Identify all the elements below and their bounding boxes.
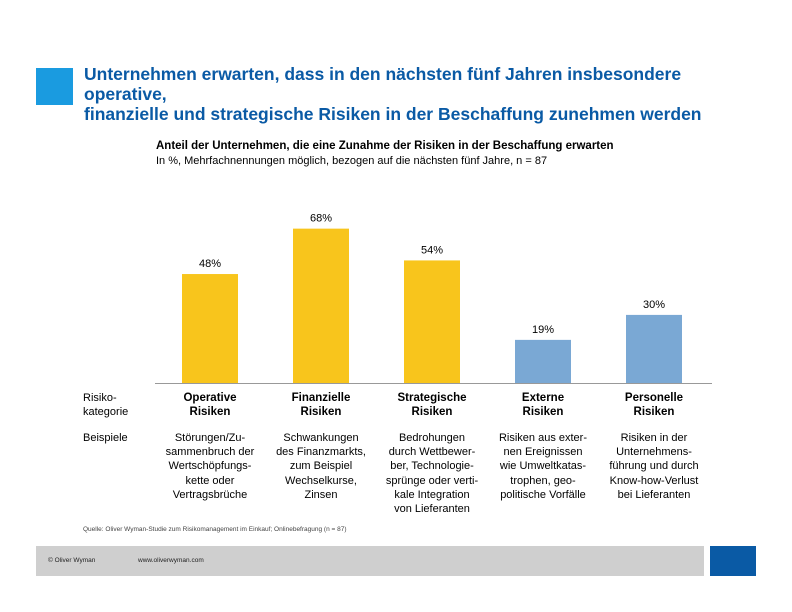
example-text-0-line-1: sammenbruch der [165,446,255,459]
category-label-4-line-1: Risiken [633,406,675,418]
footer-square [710,546,756,576]
category-label-4-line-0: Personelle [624,392,684,404]
category-label-4: Personelle Risiken [598,391,710,419]
category-label-0-line-0: Operative [183,392,237,404]
row-label-category-line-2: kategorie [83,406,129,418]
example-text-4-line-1: Unternehmens- [616,446,692,459]
row-label-category-line-1: Risiko- [83,392,117,404]
footer-bar [36,546,704,576]
example-text-1-line-1: des Finanzmarkts, [276,446,366,459]
example-text-3-line-3: trophen, geo- [510,474,576,487]
source-note: Quelle: Oliver Wyman-Studie zum Risikoma… [83,526,347,533]
example-text-3-line-1: nen Ereignissen [503,446,583,459]
row-label-examples: Beispiele [83,432,128,444]
category-label-2-line-1: Risiken [411,406,453,418]
row-label-category: Risiko- kategorie [83,391,128,419]
bar-3 [515,339,571,383]
example-text-0: Störungen/Zu-sammenbruch der Wertschöpfun… [151,431,269,502]
example-text-1-line-3: Wechselkurse, [285,474,357,487]
category-label-1-line-0: Finanzielle [291,392,351,404]
page-title-line-2: finanzielle und strategische Risiken in … [84,104,702,124]
bar-value-label-0: 48% [199,258,221,270]
example-text-2-line-3: sprünge oder verti- [385,474,479,487]
bar-0 [182,274,238,383]
category-label-3-line-0: Externe [521,392,565,404]
bar-value-label-1: 68% [310,213,332,225]
example-text-1-line-0: Schwankungen [283,432,359,444]
category-label-2-line-0: Strategische [397,392,467,404]
example-text-3-line-2: wie Umweltkatas- [499,460,587,473]
example-text-1-line-2: zum Beispiel [289,460,353,473]
category-label-0-line-1: Risiken [189,406,231,418]
example-text-3-line-4: politische Vorfälle [500,488,586,501]
category-label-1: Finanzielle Risiken [265,391,377,419]
bar-2 [404,260,460,383]
example-text-1: Schwankungen des Finanzmarkts, zum Beispie… [262,431,380,502]
bar-1 [293,228,349,383]
accent-square [36,68,73,105]
bar-value-label-2: 54% [421,244,443,256]
category-label-1-line-1: Risiken [300,406,342,418]
example-text-2: Bedrohungen durch Wettbewer-ber, Technolo… [373,431,491,516]
example-text-2-line-2: ber, Technologie- [390,460,474,473]
footer-copyright: © Oliver Wyman [48,557,96,564]
example-text-0-line-3: kette oder [185,474,235,487]
example-text-0-line-4: Vertragsbrüche [172,488,248,501]
example-text-4-line-2: führung und durch [609,460,699,473]
example-text-1-line-4: Zinsen [304,488,338,501]
footer-url[interactable]: www.oliverwyman.com [138,557,204,564]
example-text-2-line-4: kale Integration [394,488,470,501]
page-title-line-1: Unternehmen erwarten, dass in den nächst… [84,64,682,104]
bar-4 [626,314,682,383]
category-label-0: Operative Risiken [154,391,266,419]
chart-title: Anteil der Unternehmen, die eine Zunahme… [156,140,614,152]
page-title: Unternehmen erwarten, dass in den nächst… [84,64,764,124]
category-label-2: Strategische Risiken [376,391,488,419]
example-text-4: Risiken in der Unternehmens-führung und d… [595,431,713,502]
example-text-2-line-5: von Lieferanten [394,503,470,516]
example-text-3-line-0: Risiken aus exter- [498,432,588,444]
category-label-3: Externe Risiken [487,391,599,419]
chart-subtitle: In %, Mehrfachnennungen möglich, bezogen… [156,155,548,167]
bar-value-label-3: 19% [532,324,554,336]
example-text-4-line-0: Risiken in der [620,432,688,444]
example-text-4-line-3: Know-how-Verlust [609,474,699,487]
example-text-0-line-2: Wertschöpfungs- [168,460,252,473]
example-text-2-line-0: Bedrohungen [398,432,466,444]
example-text-4-line-4: bei Lieferanten [617,488,691,501]
bar-value-label-4: 30% [643,299,665,311]
category-label-3-line-1: Risiken [522,406,564,418]
example-text-3: Risiken aus exter-nen Ereignissen wie Umw… [484,431,602,502]
example-text-2-line-1: durch Wettbewer- [388,446,476,459]
example-text-0-line-0: Störungen/Zu- [174,432,246,444]
